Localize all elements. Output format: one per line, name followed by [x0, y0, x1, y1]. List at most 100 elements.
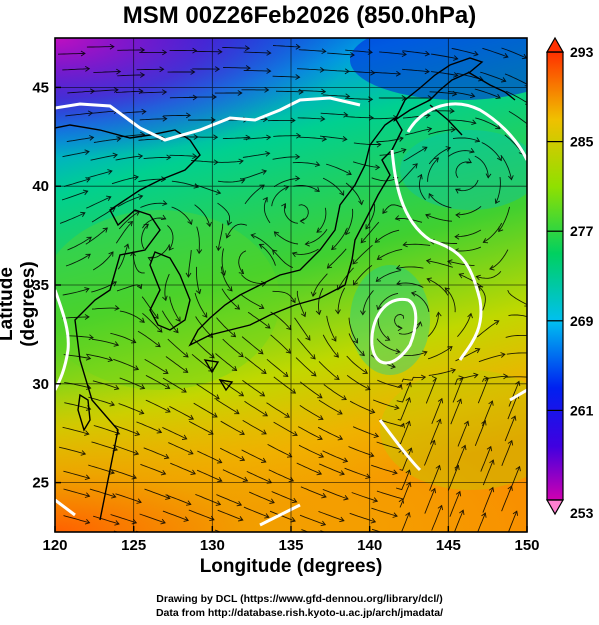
streamline: [63, 488, 90, 497]
streamline-arrow: [314, 186, 320, 193]
streamline-arrow: [258, 303, 265, 309]
streamline: [242, 152, 270, 158]
streamline-arrow: [317, 393, 323, 399]
streamline-arrow: [85, 354, 92, 361]
streamline-arrow: [424, 68, 430, 75]
streamline-arrow: [311, 371, 317, 377]
streamline: [141, 223, 149, 250]
streamline: [292, 162, 320, 166]
streamline-arrow: [215, 500, 222, 506]
streamline: [226, 223, 248, 238]
streamline-arrow: [189, 541, 194, 546]
streamline-arrow: [433, 157, 440, 163]
streamline-arrow: [283, 371, 289, 378]
streamline: [274, 231, 299, 245]
streamline-arrow: [512, 510, 519, 516]
streamline-arrow: [164, 384, 171, 390]
streamline: [362, 290, 374, 315]
streamline: [271, 491, 297, 503]
streamline-arrow: [284, 412, 291, 418]
streamline-arrow: [455, 212, 461, 218]
y-axis-label: Latitude (degrees): [0, 261, 39, 347]
streamline-arrow: [292, 431, 298, 437]
streamline: [337, 267, 354, 290]
streamline-arrow: [295, 74, 301, 80]
streamline: [431, 71, 458, 77]
streamline: [244, 400, 268, 417]
x-tick-label: 150: [514, 537, 539, 554]
streamline: [371, 528, 382, 532]
streamline: [297, 426, 323, 440]
streamline: [376, 137, 404, 143]
streamline: [143, 156, 171, 160]
streamline-arrow: [136, 498, 142, 504]
streamline: [140, 463, 166, 475]
streamline-arrow: [477, 285, 484, 291]
streamline-arrow: [368, 114, 374, 121]
streamline: [217, 179, 245, 183]
streamline-arrow: [369, 408, 376, 414]
streamline-arrow: [162, 115, 168, 122]
streamline: [327, 52, 355, 56]
streamline: [222, 46, 250, 49]
streamline-arrow: [530, 315, 535, 320]
streamline: [397, 397, 411, 421]
streamline-arrow: [375, 276, 382, 282]
streamline: [429, 91, 457, 95]
streamline-arrow: [230, 332, 237, 338]
streamline-arrow: [133, 450, 140, 456]
streamline: [477, 512, 486, 532]
streamline: [61, 190, 88, 201]
streamline: [221, 288, 240, 310]
streamline-arrow: [286, 452, 293, 458]
streamline-arrow: [160, 176, 167, 182]
streamline: [376, 441, 403, 451]
streamline-arrow: [165, 407, 171, 413]
streamline-arrow: [498, 226, 504, 233]
streamline-arrow: [190, 69, 196, 75]
streamline-arrow: [234, 409, 240, 415]
streamline: [316, 207, 327, 233]
streamline-arrow: [299, 218, 305, 224]
streamline: [377, 292, 399, 310]
streamline: [66, 335, 94, 339]
streamline-arrow: [341, 395, 347, 401]
streamline: [58, 446, 86, 455]
streamline: [352, 426, 379, 437]
streamline-arrow: [339, 190, 345, 196]
streamline-arrow: [494, 320, 500, 326]
streamline: [447, 260, 475, 266]
streamline: [88, 531, 90, 532]
streamline-arrow: [157, 536, 162, 541]
streamline-arrow: [109, 469, 115, 475]
streamline-arrow: [80, 450, 87, 456]
streamline-arrow: [258, 243, 265, 249]
streamline-arrow: [469, 92, 476, 99]
streamline: [482, 47, 509, 58]
streamline: [483, 222, 503, 243]
streamline: [243, 51, 271, 54]
streamline: [500, 154, 512, 180]
colorbar-label: 285: [570, 134, 594, 150]
streamline-arrow: [258, 349, 264, 355]
streamline-arrow: [250, 233, 256, 239]
streamline-arrow: [290, 517, 296, 523]
streamline: [405, 128, 432, 136]
streamline: [117, 74, 145, 77]
y-tick-label: 30: [32, 376, 49, 393]
streamline: [448, 150, 475, 157]
streamline: [429, 465, 441, 491]
streamline-arrow: [395, 70, 402, 77]
streamline-arrow: [85, 253, 91, 259]
streamline-arrow: [370, 69, 376, 76]
streamline-arrow: [80, 211, 86, 218]
streamline: [118, 403, 144, 414]
streamline-arrow: [456, 398, 463, 404]
streamline: [396, 382, 411, 403]
streamline: [478, 353, 505, 363]
streamline-arrow: [238, 516, 244, 522]
streamline: [196, 383, 220, 400]
streamline: [376, 338, 401, 353]
streamline-arrow: [273, 231, 280, 237]
streamline: [220, 380, 244, 397]
